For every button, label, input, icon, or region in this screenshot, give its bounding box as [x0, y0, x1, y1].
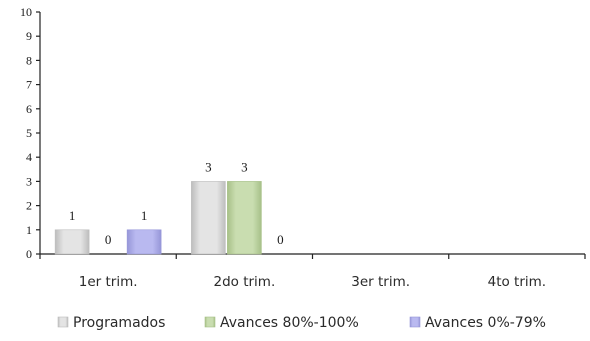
y-tick-label: 8: [26, 53, 32, 67]
bar-avances-0-79-: [126, 229, 162, 255]
y-tick-label: 3: [26, 174, 32, 188]
data-label: 3: [205, 159, 212, 174]
data-label: 0: [105, 232, 112, 247]
y-tick-label: 4: [26, 150, 32, 164]
legend-swatch: [57, 316, 69, 328]
data-label: 1: [141, 208, 148, 223]
bar-programados: [191, 181, 226, 255]
x-category-label: 4to trim.: [488, 274, 546, 290]
y-tick-label: 2: [26, 199, 32, 213]
x-category-label: 3er trim.: [351, 274, 410, 290]
y-tick-label: 1: [26, 223, 32, 237]
legend-label: Programados: [73, 315, 165, 331]
y-axis: 0 1 2 3 4 5 6 7 8 9 10: [20, 5, 41, 261]
y-tick-label: 10: [20, 5, 32, 19]
x-category-label: 1er trim.: [79, 274, 138, 290]
bar-programados: [54, 229, 90, 255]
x-category-label: 2do trim.: [214, 274, 276, 290]
data-label: 1: [69, 208, 76, 223]
legend-swatch: [204, 316, 216, 328]
y-tick-label: 5: [26, 126, 32, 140]
legend-label: Avances 80%-100%: [220, 315, 359, 331]
legend-swatch: [409, 316, 421, 328]
data-labels: 1 0 1 3 3 0: [69, 159, 284, 247]
data-label: 3: [241, 159, 248, 174]
y-tick-label: 0: [26, 247, 32, 261]
bars: [54, 181, 262, 255]
y-tick-label: 6: [26, 102, 32, 116]
x-axis: 1er trim. 2do trim. 3er trim. 4to trim.: [39, 253, 586, 290]
bar-avances-80-100-: [227, 181, 262, 255]
y-tick-label: 7: [26, 78, 32, 92]
legend-label: Avances 0%-79%: [425, 315, 546, 331]
y-tick-label: 9: [26, 29, 32, 43]
legend: Programados Avances 80%-100% Avances 0%-79…: [57, 315, 546, 331]
data-label: 0: [277, 232, 284, 247]
